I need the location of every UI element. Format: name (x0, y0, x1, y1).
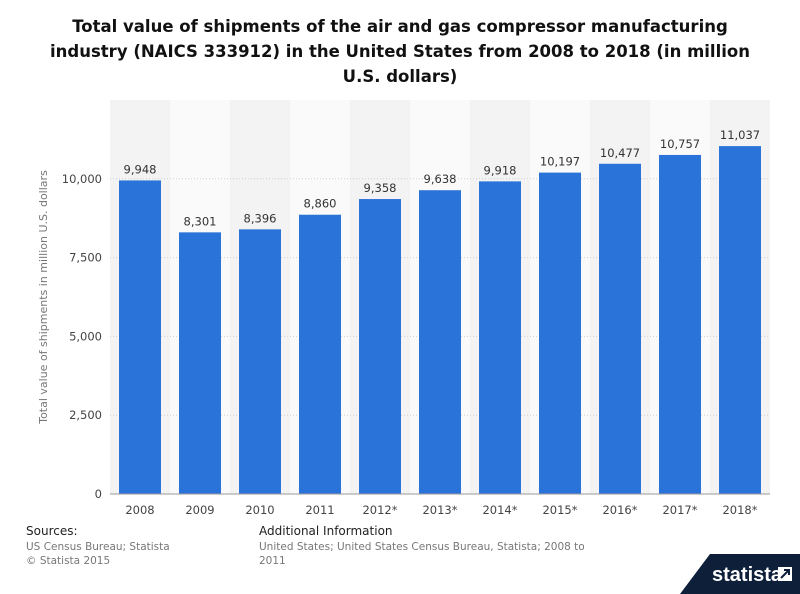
bar (479, 181, 521, 494)
x-tick-label: 2014* (482, 503, 517, 517)
additional-line-1: United States; United States Census Bure… (259, 541, 585, 553)
y-tick-label: 10,000 (62, 172, 102, 186)
bar-value-label: 8,396 (244, 211, 277, 225)
additional-info-text: United States; United States Census Bure… (259, 540, 585, 568)
bar (359, 199, 401, 495)
y-tick-label: 2,500 (69, 408, 102, 422)
sources-line-2: © Statista 2015 (26, 555, 111, 567)
x-tick-label: 2012* (362, 503, 397, 517)
bar (119, 180, 161, 495)
bar (599, 163, 641, 494)
bar (719, 146, 761, 494)
additional-info-label: Additional Information (259, 524, 393, 538)
bar (659, 154, 701, 494)
additional-line-2: 2011 (259, 555, 286, 567)
logo-text: statista (712, 564, 783, 586)
bar-value-label: 9,948 (124, 162, 157, 176)
bar (539, 172, 581, 494)
statista-logo[interactable]: statista (650, 554, 800, 594)
bar-value-label: 10,197 (540, 155, 580, 169)
x-tick-label: 2015* (542, 503, 577, 517)
x-tick-label: 2009 (185, 503, 214, 517)
x-tick-label: 2013* (422, 503, 457, 517)
bar-value-label: 9,638 (424, 172, 457, 186)
y-tick-label: 7,500 (69, 251, 102, 265)
sources-label: Sources: (26, 524, 78, 538)
x-tick-label: 2017* (662, 503, 697, 517)
bar (179, 232, 221, 494)
y-axis-title: Total value of shipments in million U.S.… (37, 170, 50, 425)
statista-arrow-icon (778, 567, 792, 581)
x-tick-label: 2010 (245, 503, 274, 517)
bar-value-label: 9,358 (364, 181, 397, 195)
bar-value-label: 10,757 (660, 137, 700, 151)
bar (419, 190, 461, 494)
bar-value-label: 9,918 (484, 163, 517, 177)
bar-value-label: 11,037 (720, 128, 760, 142)
bar-value-label: 8,301 (184, 214, 217, 228)
bar-value-label: 10,477 (600, 146, 640, 160)
y-tick-label: 5,000 (69, 329, 102, 343)
sources-text: US Census Bureau; Statista © Statista 20… (26, 540, 170, 568)
bar-value-label: 8,860 (304, 197, 337, 211)
bar (239, 229, 281, 494)
sources-line-1: US Census Bureau; Statista (26, 541, 170, 553)
y-tick-label: 0 (95, 487, 102, 501)
x-tick-label: 2018* (722, 503, 757, 517)
x-tick-label: 2016* (602, 503, 637, 517)
logo-background (680, 554, 800, 594)
x-tick-label: 2011 (305, 503, 334, 517)
bar (299, 214, 341, 495)
x-tick-label: 2008 (125, 503, 154, 517)
chart-title: Total value of shipments of the air and … (50, 17, 750, 86)
